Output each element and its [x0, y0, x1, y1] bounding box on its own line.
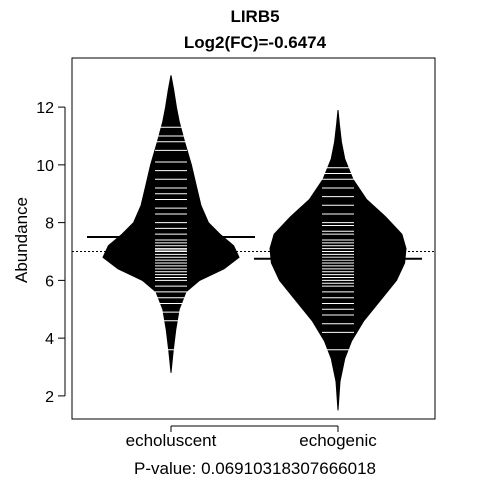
- x-tick-label-echogenic: echogenic: [299, 431, 377, 450]
- y-tick-label: 2: [45, 389, 54, 406]
- y-tick-label: 6: [45, 273, 54, 290]
- y-tick-label: 10: [36, 158, 54, 175]
- x-axis-label: P-value: 0.06910318307666018: [134, 459, 376, 478]
- density-shape-echoluscent: [102, 75, 240, 373]
- bean-echoluscent: [87, 75, 255, 373]
- y-axis: 2 4 6 8 10 12: [36, 100, 66, 406]
- chart-title: LIRB5: [230, 7, 279, 26]
- plot-content: [72, 75, 435, 411]
- y-tick-label: 8: [45, 216, 54, 233]
- y-tick-label: 12: [36, 100, 54, 117]
- bean-echogenic: [254, 109, 422, 411]
- y-axis-label: Abundance: [12, 197, 31, 283]
- chart-subtitle: Log2(FC)=-0.6474: [184, 33, 327, 52]
- x-tick-label-echoluscent: echoluscent: [126, 431, 217, 450]
- x-axis: echoluscent echogenic: [126, 425, 377, 450]
- y-tick-label: 4: [45, 331, 54, 348]
- plot-frame: [71, 57, 436, 420]
